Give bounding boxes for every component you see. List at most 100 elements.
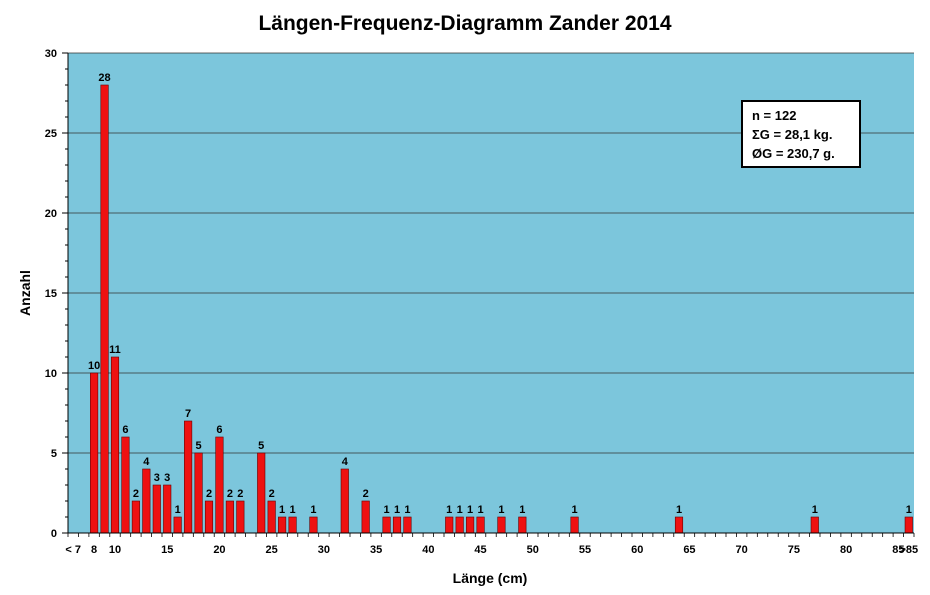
data-label-42: 1 xyxy=(446,504,452,516)
bar-54 xyxy=(570,516,579,534)
x-axis: < 7 8 10 15 20 25 30 35 40 45 50 55 60 65 70 75 80 85>85 xyxy=(65,532,918,556)
x-axis-label: Länge (cm) xyxy=(453,570,528,586)
bar-13 xyxy=(142,468,151,534)
bar-9 xyxy=(100,84,109,534)
data-label-20: 6 xyxy=(216,424,222,436)
data-label-9: 28 xyxy=(98,72,110,84)
x-tick-label-70: 70 xyxy=(736,544,748,556)
bar-49 xyxy=(518,516,527,534)
data-label-11: 6 xyxy=(122,424,128,436)
y-tick-label-20: 20 xyxy=(45,208,57,220)
y-tick-label-10: 10 xyxy=(45,368,57,380)
x-tick-label-45: 45 xyxy=(474,544,486,556)
data-label-24: 5 xyxy=(258,440,264,452)
chart-title: Längen-Frequenz-Diagramm Zander 2014 xyxy=(258,12,671,35)
data-label-77: 1 xyxy=(812,504,818,516)
y-tick-label-15: 15 xyxy=(45,288,57,300)
y-axis: 0 5 10 15 20 25 30 xyxy=(45,48,69,540)
data-label-49: 1 xyxy=(519,504,525,516)
x-tick-label-8: 8 xyxy=(91,544,97,556)
stats-mean-weight: ØG = 230,7 g. xyxy=(752,146,835,161)
y-axis-label: Anzahl xyxy=(17,270,33,316)
data-label-18: 5 xyxy=(195,440,201,452)
data-label-15: 3 xyxy=(164,472,170,484)
bar-8 xyxy=(90,372,99,534)
x-tick-label-> 85: >85 xyxy=(899,544,918,556)
bar-16 xyxy=(173,516,182,534)
data-label-25: 2 xyxy=(269,488,275,500)
x-tick-label-85: 85 xyxy=(892,544,904,556)
bar-38 xyxy=(403,516,412,534)
bar-24 xyxy=(257,452,266,534)
bar-34 xyxy=(361,500,370,534)
bar-26 xyxy=(278,516,287,534)
bar-43 xyxy=(455,516,464,534)
bar-22 xyxy=(236,500,245,534)
data-label-43: 1 xyxy=(457,504,463,516)
x-tick-label-60: 60 xyxy=(631,544,643,556)
y-tick-label-5: 5 xyxy=(51,448,57,460)
data-label-34: 2 xyxy=(363,488,369,500)
x-tick-label-75: 75 xyxy=(788,544,800,556)
bar-18 xyxy=(194,452,203,534)
data-label-> 85: 1 xyxy=(906,504,912,516)
stats-box-frame xyxy=(741,100,861,168)
bar-36 xyxy=(382,516,391,534)
y-tick-label-30: 30 xyxy=(45,48,57,60)
data-label-21: 2 xyxy=(227,488,233,500)
x-tick-label-65: 65 xyxy=(683,544,695,556)
data-label-10: 11 xyxy=(109,344,121,356)
data-label-13: 4 xyxy=(143,456,150,468)
bar-14 xyxy=(152,484,161,534)
data-label-36: 1 xyxy=(383,504,389,516)
data-label-26: 1 xyxy=(279,504,285,516)
x-tick-label-40: 40 xyxy=(422,544,434,556)
data-label-8: 10 xyxy=(88,360,100,372)
stats-box: n = 122 ΣG = 28,1 kg. ØG = 230,7 g. xyxy=(741,100,861,168)
bar-20 xyxy=(215,436,224,534)
stats-count: n = 122 xyxy=(752,108,796,123)
data-label-22: 2 xyxy=(237,488,243,500)
data-label-47: 1 xyxy=(498,504,504,516)
bar-45 xyxy=(476,516,485,534)
bar-29 xyxy=(309,516,318,534)
data-label-14: 3 xyxy=(154,472,160,484)
bar-17 xyxy=(184,420,193,534)
bar-15 xyxy=(163,484,172,534)
data-label-19: 2 xyxy=(206,488,212,500)
data-label-27: 1 xyxy=(289,504,295,516)
data-label-16: 1 xyxy=(175,504,181,516)
x-tick-label-30: 30 xyxy=(318,544,330,556)
data-label-12: 2 xyxy=(133,488,139,500)
bar-64 xyxy=(674,516,684,534)
bar-77 xyxy=(810,516,819,534)
y-tick-label-0: 0 xyxy=(51,528,57,540)
stats-total-weight: ΣG = 28,1 kg. xyxy=(752,127,832,142)
bar-47 xyxy=(497,516,506,534)
data-label-29: 1 xyxy=(310,504,316,516)
data-label-64: 1 xyxy=(676,504,682,516)
bar-10 xyxy=(110,356,120,534)
x-tick-label-50: 50 xyxy=(527,544,539,556)
data-label-37: 1 xyxy=(394,504,400,516)
x-tick-label-55: 55 xyxy=(579,544,591,556)
x-tick-label-80: 80 xyxy=(840,544,852,556)
x-tick-label-15: 15 xyxy=(161,544,173,556)
x-tick-label-< 7: < 7 xyxy=(65,544,81,556)
x-tick-label-20: 20 xyxy=(213,544,225,556)
bar-11 xyxy=(121,436,130,534)
bar-> 85 xyxy=(904,516,913,534)
bar-21 xyxy=(225,500,234,534)
data-label-45: 1 xyxy=(477,504,483,516)
bar-32 xyxy=(340,468,349,534)
y-tick-label-25: 25 xyxy=(45,128,57,140)
gridlines xyxy=(68,52,914,454)
data-label-54: 1 xyxy=(571,504,577,516)
x-tick-label-25: 25 xyxy=(266,544,278,556)
data-label-44: 1 xyxy=(467,504,473,516)
bar-42 xyxy=(445,516,454,534)
bar-19 xyxy=(204,500,214,534)
x-tick-label-10: 10 xyxy=(109,544,121,556)
